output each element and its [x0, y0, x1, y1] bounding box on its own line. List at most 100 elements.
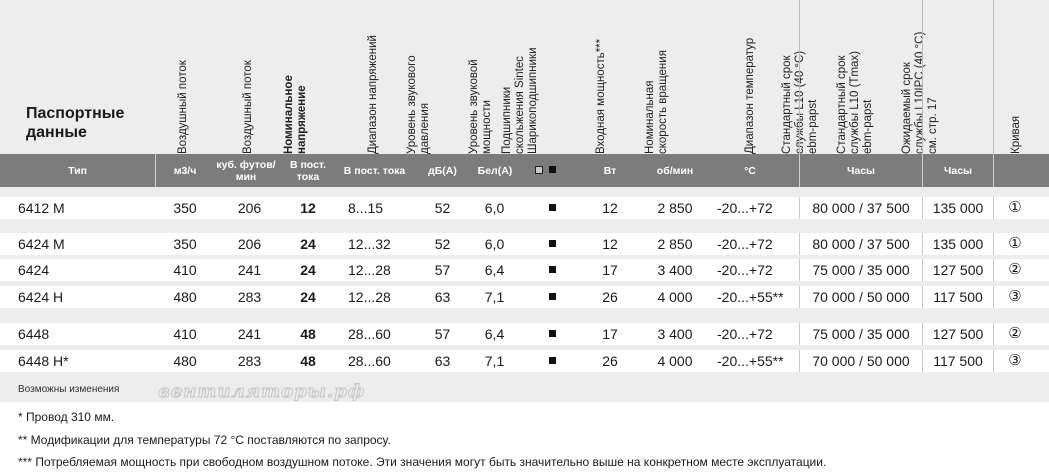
changes-note: Возможны изменения: [18, 384, 120, 395]
table-row: 6448 H* 480 283 48 28...60 63 7,1 26 4 000 -20...…: [0, 350, 1049, 372]
header-nominal-voltage: Номинальное напряжение: [283, 75, 308, 154]
unit-vdc: В пост. тока: [289, 158, 327, 183]
cell-cfm: 206: [237, 200, 262, 216]
unit-type: Тип: [68, 164, 87, 177]
cell-dba: 57: [434, 326, 451, 342]
row-separator: [799, 286, 800, 308]
cell-type: 6424 H: [18, 289, 64, 305]
cell-bela: 6,4: [484, 326, 505, 342]
cell-rpm: 3 400: [657, 326, 693, 342]
cell-w: 26: [602, 353, 618, 369]
table-title: Паспортные данные: [26, 104, 146, 142]
cell-curve: ①: [1008, 199, 1022, 216]
header-life-ipc: Ожидаемый срок службы L10IPC (40 °C) см.…: [901, 31, 939, 154]
cell-volt: 48: [300, 353, 316, 369]
cell-bela: 6,0: [484, 200, 505, 216]
cell-temp: -20...+72: [717, 236, 773, 252]
cell-dba: 63: [434, 289, 451, 305]
cell-rpm: 2 850: [657, 236, 693, 252]
watermark-logo: вентиляторы.рф: [157, 381, 366, 403]
unit-degc: °C: [744, 164, 756, 177]
row-separator: [993, 233, 994, 255]
table-row: 6424 410 241 24 12...28 57 6,4 17 3 400 -20...+72…: [0, 259, 1049, 281]
unit-dba: дБ(А): [428, 164, 457, 177]
row-separator: [799, 259, 800, 281]
row-separator: [993, 323, 994, 345]
row-separator: [993, 286, 994, 308]
cell-cfm: 283: [237, 353, 262, 369]
header-voltage-range: Диапазон напряжений: [367, 35, 379, 154]
cell-ipc: 127 500: [932, 262, 984, 278]
row-separator: [799, 350, 800, 372]
unit-rpm: об/мин: [656, 164, 694, 177]
ball-bearing-marker: [548, 165, 556, 173]
cell-ipc: 117 500: [933, 353, 983, 369]
units-separator: [155, 154, 156, 187]
cell-rpm: 3 400: [657, 262, 693, 278]
header-bearing: Подшипники скольжения Sintec Шарикоподши…: [501, 47, 539, 155]
cell-range: 12...28: [348, 289, 391, 305]
cell-ipc: 135 000: [932, 200, 984, 216]
cell-type: 6424: [18, 262, 50, 278]
cell-m3h: 410: [173, 326, 197, 342]
header-separator: [993, 0, 994, 154]
cell-temp: -20...+72: [717, 262, 773, 278]
footnote: * Провод 310 мм.: [18, 410, 115, 424]
unit-hours: Часы: [943, 164, 973, 177]
ball-bearing-marker-icon: [530, 350, 575, 372]
row-separator: [922, 259, 923, 281]
unit-w: Вт: [603, 164, 617, 177]
units-row: [0, 154, 1049, 187]
header-curve: Кривая: [1010, 115, 1022, 154]
cell-volt: 12: [300, 200, 316, 216]
cell-dba: 52: [434, 236, 451, 252]
unit-vrange: В пост. тока: [343, 164, 406, 177]
filled-square-icon: [549, 330, 556, 338]
cell-volt: 48: [300, 326, 316, 342]
cell-m3h: 350: [173, 236, 197, 252]
unit-bearing-markers: [525, 154, 565, 187]
cell-rpm: 4 000: [657, 353, 693, 369]
header-background: [0, 0, 1049, 154]
header-life-std: Стандартный срок службы L10 (40 °C) ebm-…: [781, 50, 819, 154]
cell-bela: 6,4: [484, 262, 505, 278]
row-separator: [799, 323, 800, 345]
cell-dba: 63: [434, 353, 451, 369]
cell-temp: -20...+55**: [717, 353, 784, 369]
header-life-tmax: Стандартный срок службы L10 (Tmax) ebm-p…: [836, 50, 874, 154]
cell-ipc: 127 500: [932, 326, 984, 342]
unit-cfm: куб. футов/ мин: [216, 158, 276, 183]
cell-m3h: 480: [173, 289, 197, 305]
cell-w: 12: [602, 200, 618, 216]
filled-square-icon: [549, 357, 556, 365]
cell-temp: -20...+72: [717, 200, 773, 216]
row-separator: [922, 350, 923, 372]
units-separator: [922, 154, 923, 187]
header-input-power: Входная мощность***: [595, 38, 607, 154]
unit-hours: Часы: [846, 164, 876, 177]
cell-dba: 57: [434, 262, 451, 278]
cell-range: 12...32: [348, 236, 391, 252]
cell-life: 80 000 / 37 500: [812, 236, 910, 252]
cell-range: 8...15: [348, 200, 384, 216]
cell-range: 28...60: [348, 326, 391, 342]
header-temp-range: Диапазон температур: [744, 37, 756, 154]
table-row: 6424 M 350 206 24 12...32 52 6,0 12 2 850 -20...+…: [0, 233, 1049, 255]
cell-range: 28...60: [348, 353, 391, 369]
filled-square-icon: [549, 293, 556, 301]
cell-type: 6448: [18, 326, 50, 342]
cell-curve: ③: [1008, 352, 1022, 369]
cell-temp: -20...+55**: [717, 289, 784, 305]
ball-bearing-marker-icon: [530, 323, 575, 345]
table-row: 6424 H 480 283 24 12...28 63 7,1 26 4 000 -20...+…: [0, 286, 1049, 308]
table-row: 6448 410 241 48 28...60 57 6,4 17 3 400 -20...+72…: [0, 323, 1049, 345]
cell-rpm: 2 850: [657, 200, 693, 216]
ball-bearing-marker-icon: [530, 259, 575, 281]
title-text: Паспортные данные: [26, 105, 125, 141]
header-airflow-m3: Воздушный поток: [177, 60, 189, 154]
cell-life: 70 000 / 50 000: [812, 289, 910, 305]
table-row: 6412 M 350 206 12 8...15 52 6,0 12 2 850 -20...+7…: [0, 197, 1049, 219]
cell-dba: 52: [434, 200, 451, 216]
header-airflow-cfm: Воздушный поток: [242, 60, 254, 154]
